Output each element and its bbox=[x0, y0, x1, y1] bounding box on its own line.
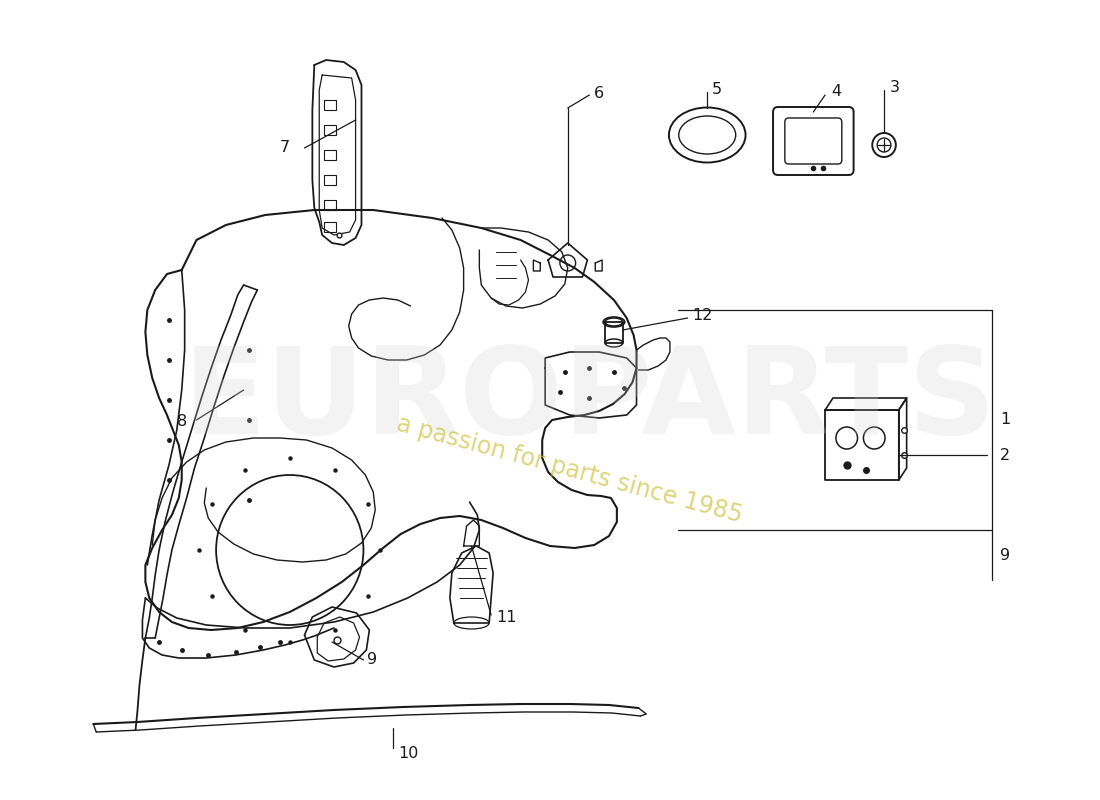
Text: 10: 10 bbox=[398, 746, 418, 762]
Text: 1: 1 bbox=[1000, 413, 1010, 427]
Text: 9: 9 bbox=[1000, 547, 1010, 562]
Text: 6: 6 bbox=[594, 86, 604, 101]
Text: 7: 7 bbox=[279, 141, 289, 155]
Bar bbox=[324, 175, 336, 185]
Bar bbox=[324, 150, 336, 160]
Bar bbox=[324, 125, 336, 135]
Bar bbox=[324, 200, 336, 210]
Text: 12: 12 bbox=[693, 309, 713, 323]
Text: 4: 4 bbox=[830, 85, 842, 99]
Bar bbox=[324, 222, 336, 232]
Text: EUROPARTS: EUROPARTS bbox=[183, 342, 997, 458]
Text: 8: 8 bbox=[176, 414, 187, 430]
Text: 2: 2 bbox=[1000, 447, 1010, 462]
Bar bbox=[324, 100, 336, 110]
Text: 3: 3 bbox=[890, 81, 900, 95]
Text: a passion for parts since 1985: a passion for parts since 1985 bbox=[394, 412, 746, 528]
Text: 9: 9 bbox=[367, 653, 377, 667]
Text: 5: 5 bbox=[712, 82, 723, 98]
Text: 11: 11 bbox=[496, 610, 517, 626]
